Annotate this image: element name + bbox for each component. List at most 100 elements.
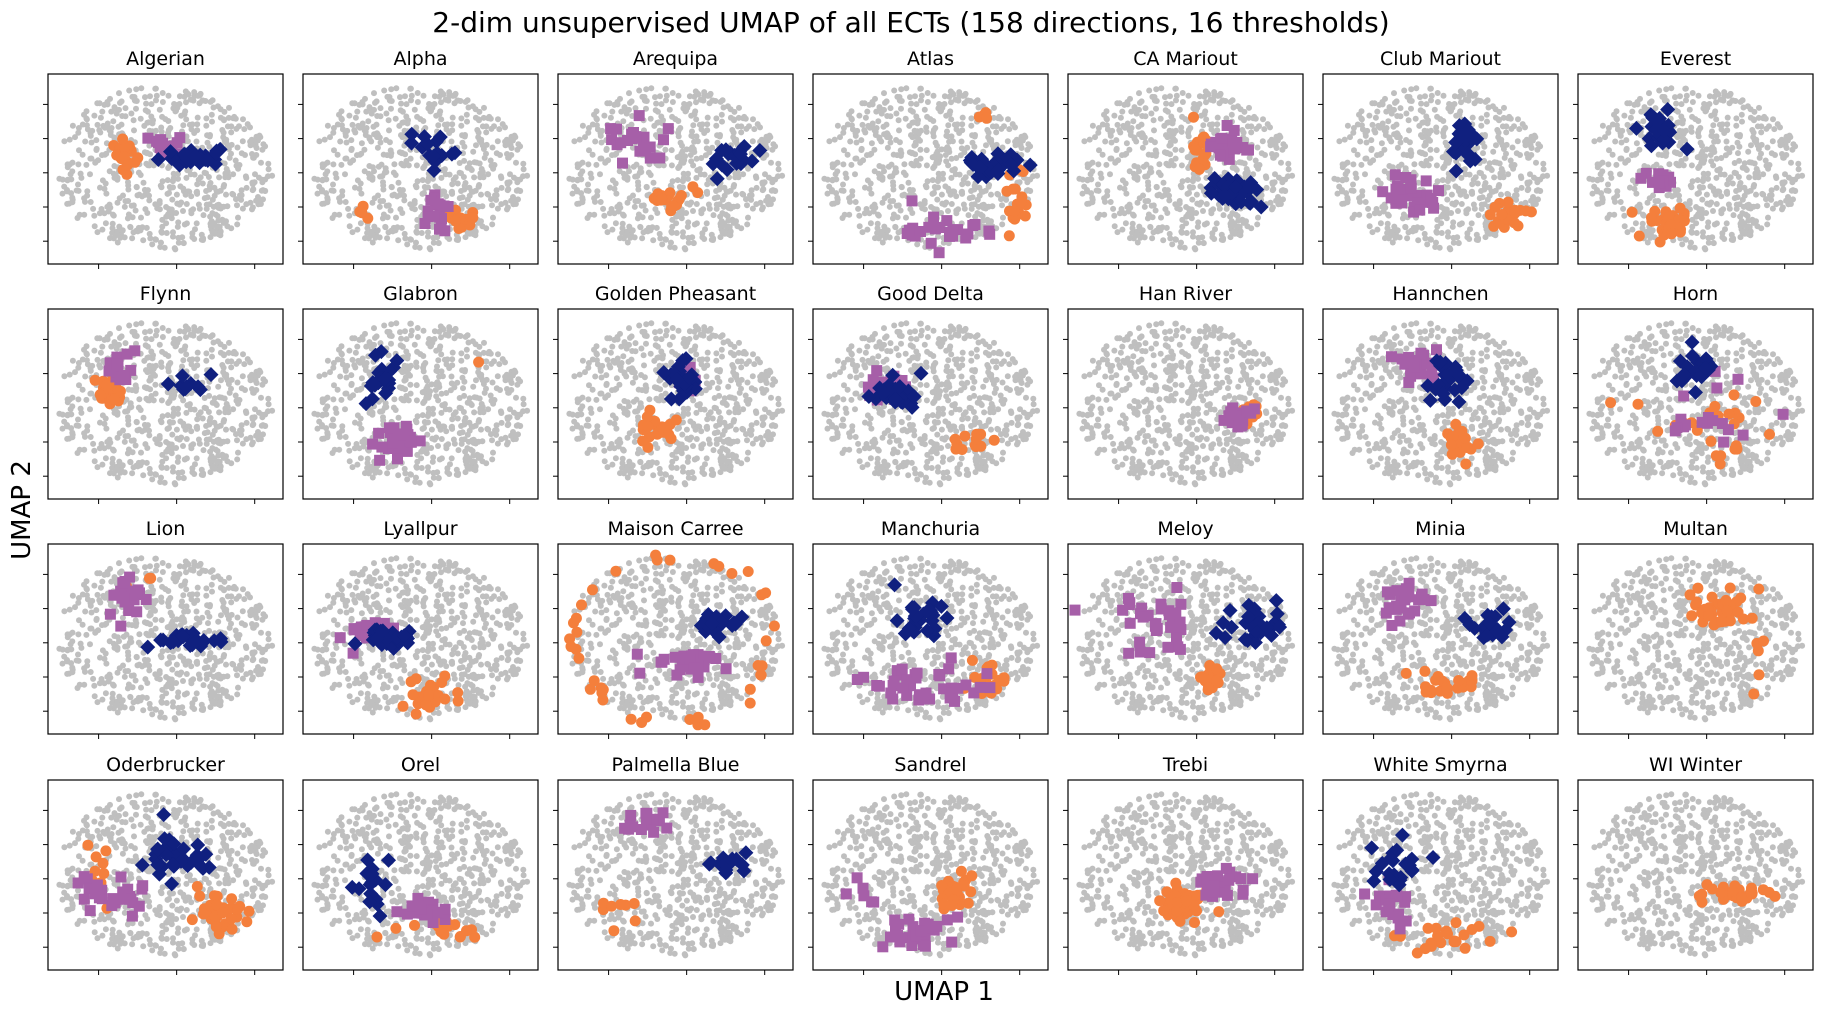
background-point <box>1382 95 1388 102</box>
background-point <box>875 118 882 125</box>
background-point <box>923 162 930 169</box>
square-point <box>617 157 628 169</box>
background-point <box>856 112 863 119</box>
background-point <box>749 138 756 145</box>
background-point <box>116 90 122 97</box>
background-point <box>82 138 89 145</box>
background-point <box>902 172 909 178</box>
background-point <box>490 214 496 221</box>
background-point <box>173 210 180 216</box>
background-point <box>1378 140 1385 147</box>
background-point <box>574 200 581 207</box>
background-point <box>258 159 264 166</box>
x-axis-label: UMAP 1 <box>894 977 994 1007</box>
background-point <box>147 235 154 242</box>
background-point <box>726 223 733 230</box>
background-point <box>239 138 246 145</box>
background-point <box>1189 196 1196 203</box>
background-point <box>1486 192 1493 199</box>
background-point <box>907 107 914 114</box>
background-point <box>637 168 644 175</box>
background-point <box>102 220 109 227</box>
background-point <box>476 160 483 167</box>
background-point <box>1469 181 1476 188</box>
background-point <box>1713 201 1720 207</box>
background-point <box>1130 211 1136 218</box>
background-point <box>414 178 421 185</box>
background-point <box>493 187 500 194</box>
background-point <box>348 137 355 144</box>
background-point <box>159 216 166 223</box>
background-point <box>1498 166 1505 172</box>
background-point <box>408 97 414 104</box>
background-point <box>1490 148 1497 155</box>
background-point <box>930 165 937 171</box>
background-point <box>946 138 953 145</box>
background-point <box>1612 198 1618 205</box>
background-point <box>881 226 888 233</box>
background-point <box>601 212 608 219</box>
background-point <box>903 85 910 92</box>
background-point <box>753 184 760 191</box>
background-point <box>1114 121 1121 128</box>
background-point <box>1246 154 1253 161</box>
background-point <box>331 147 337 154</box>
background-point <box>589 121 596 128</box>
background-point <box>1148 137 1155 143</box>
background-point <box>462 234 469 241</box>
diamond-point <box>200 152 216 168</box>
background-point <box>681 101 688 107</box>
background-point <box>1076 175 1083 182</box>
background-point <box>738 129 745 136</box>
background-point <box>1388 232 1395 238</box>
background-point <box>669 223 676 230</box>
background-point <box>1147 224 1154 231</box>
background-point <box>319 200 326 207</box>
background-point <box>126 87 133 94</box>
background-point <box>255 197 262 204</box>
background-point <box>713 122 720 129</box>
background-point <box>466 192 473 199</box>
background-point <box>1463 193 1470 200</box>
background-point <box>73 187 80 194</box>
background-point <box>1772 152 1778 158</box>
background-point <box>146 119 152 126</box>
background-point <box>1707 183 1714 190</box>
background-point <box>908 160 915 167</box>
background-point <box>685 170 691 177</box>
background-point <box>388 105 394 112</box>
background-point <box>1170 162 1177 169</box>
background-point <box>1089 168 1096 175</box>
background-point <box>454 97 461 104</box>
background-point <box>1686 200 1693 207</box>
background-point <box>1401 87 1408 94</box>
background-point <box>222 170 229 177</box>
background-point <box>99 226 106 233</box>
background-point <box>693 155 700 162</box>
background-point <box>647 115 654 122</box>
background-point <box>892 224 899 231</box>
background-point <box>909 150 915 157</box>
background-point <box>619 220 626 227</box>
background-point <box>461 201 468 208</box>
background-point <box>758 136 765 143</box>
background-point <box>1770 116 1776 123</box>
background-point <box>334 121 341 128</box>
background-point <box>230 171 237 178</box>
background-point <box>324 194 331 201</box>
background-point <box>662 85 669 92</box>
square-point <box>925 237 937 249</box>
background-point <box>949 167 956 174</box>
background-point <box>1688 128 1695 135</box>
background-point <box>609 152 615 159</box>
background-point <box>1173 236 1179 243</box>
background-point <box>398 160 405 167</box>
background-point <box>682 246 689 253</box>
background-point <box>1700 159 1707 166</box>
background-point <box>917 155 924 162</box>
background-point <box>465 104 472 111</box>
background-point <box>1524 181 1531 188</box>
background-point <box>1695 92 1702 99</box>
background-point <box>242 173 249 180</box>
background-point <box>106 168 113 175</box>
